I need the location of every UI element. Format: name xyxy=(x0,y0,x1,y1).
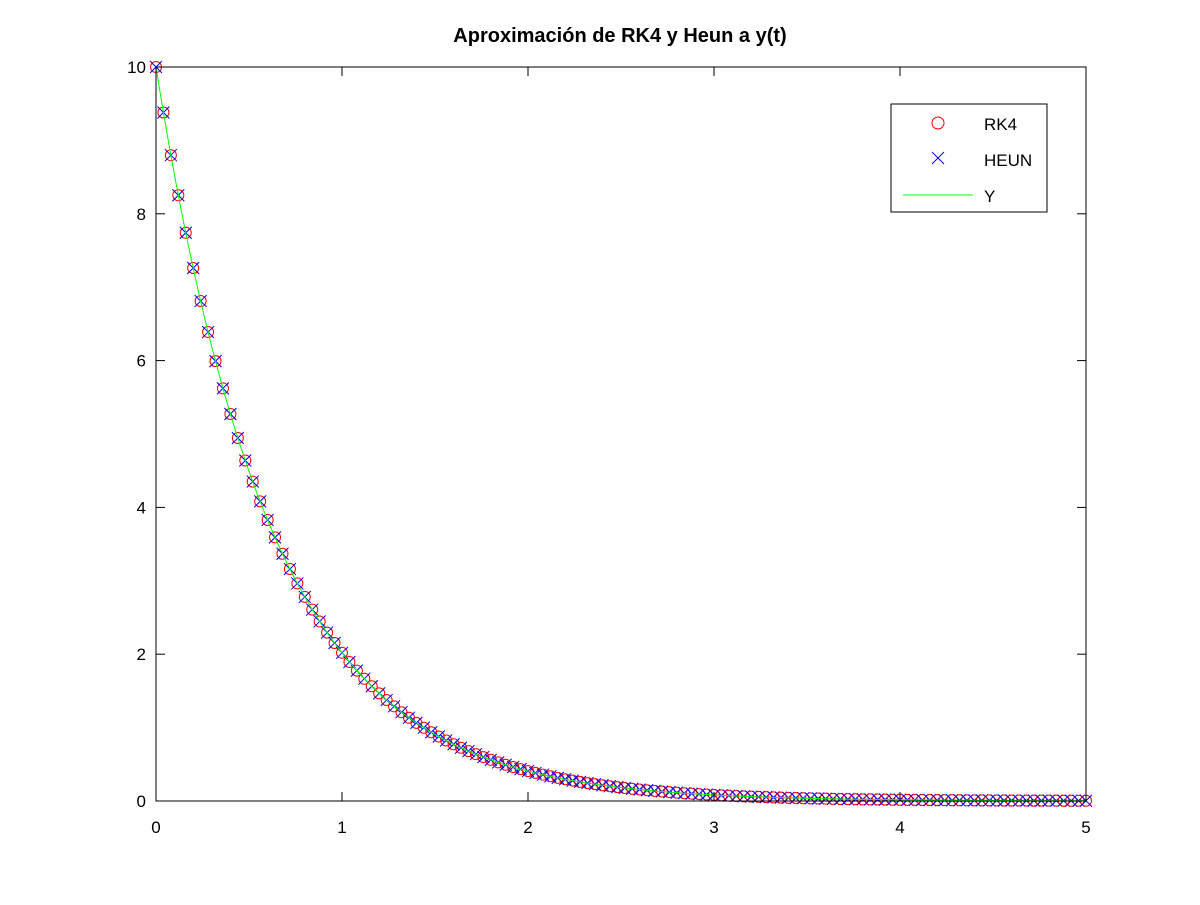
legend-y-label: Y xyxy=(984,187,995,206)
rk4-marker xyxy=(172,189,185,202)
y-tick-label: 8 xyxy=(137,205,146,224)
legend-rk4-marker xyxy=(931,116,945,130)
rk4-marker xyxy=(291,577,304,590)
rk4-marker xyxy=(626,782,639,795)
rk4-marker xyxy=(581,777,594,790)
rk4-marker xyxy=(187,262,200,275)
rk4-marker xyxy=(313,615,326,628)
rk4-marker xyxy=(269,531,282,544)
rk4-marker xyxy=(588,778,601,791)
y-tick-label: 6 xyxy=(137,352,146,371)
legend-box xyxy=(890,103,1048,213)
chart-title: Aproximación de RK4 y Heun a y(t) xyxy=(453,25,786,47)
rk4-marker xyxy=(432,730,445,743)
legend-heun-marker xyxy=(931,151,945,165)
y-tick-label: 0 xyxy=(137,792,146,811)
rk4-marker xyxy=(618,781,631,794)
x-tick-label: 4 xyxy=(895,818,904,837)
rk4-marker xyxy=(603,780,616,793)
x-tick-label: 3 xyxy=(709,818,718,837)
rk4-marker xyxy=(216,382,229,395)
y-tick-label: 10 xyxy=(127,58,146,77)
rk4-marker xyxy=(261,513,274,526)
rk4-marker xyxy=(298,590,311,603)
x-tick-label: 0 xyxy=(151,818,160,837)
y-exact-line xyxy=(155,66,1086,802)
x-tick-label: 2 xyxy=(523,818,532,837)
rk4-marker xyxy=(209,355,222,368)
rk4-marker xyxy=(462,745,475,758)
rk4-marker xyxy=(477,751,490,764)
rk4-marker xyxy=(246,475,259,488)
rk4-marker xyxy=(194,295,207,308)
rk4-marker xyxy=(380,694,393,707)
rk4-marker xyxy=(164,149,177,162)
rk4-marker xyxy=(179,226,192,239)
rk4-marker xyxy=(358,672,371,685)
x-tick-label: 1 xyxy=(337,818,346,837)
rk4-marker xyxy=(633,783,646,796)
legend-rk4-label: RK4 xyxy=(984,115,1017,134)
legend-heun-label: HEUN xyxy=(984,151,1032,170)
rk4-marker xyxy=(231,431,244,444)
rk4-marker xyxy=(321,626,334,639)
rk4-marker xyxy=(350,664,363,677)
rk4-marker xyxy=(596,779,609,792)
rk4-marker xyxy=(455,741,468,754)
axes-box xyxy=(155,66,1087,802)
rk4-marker xyxy=(283,563,296,576)
rk4-marker xyxy=(469,748,482,761)
line-layer xyxy=(155,66,1086,802)
y-axis: 0 2 4 6 8 10 xyxy=(127,58,1086,811)
rk4-marker xyxy=(611,781,624,794)
rk4-marker xyxy=(440,734,453,747)
legend: RK4 HEUN Y xyxy=(890,103,1048,213)
rk4-marker xyxy=(574,775,587,788)
rk4-marker xyxy=(157,106,170,119)
x-tick-label: 5 xyxy=(1081,818,1090,837)
rk4-marker xyxy=(336,646,348,659)
rk4-marker xyxy=(254,495,267,508)
y-tick-label: 4 xyxy=(137,498,146,517)
y-tick-label: 2 xyxy=(137,645,146,664)
rk4-marker xyxy=(276,547,289,560)
rk4-marker xyxy=(343,655,356,668)
rk4-marker xyxy=(447,738,460,751)
rk4-marker xyxy=(365,680,378,693)
rk4-marker xyxy=(306,603,319,616)
rk4-marker xyxy=(224,407,237,420)
rk4-marker xyxy=(417,721,430,734)
rk4-marker xyxy=(388,700,401,713)
rk4-marker xyxy=(328,637,341,650)
rk4-marker xyxy=(425,726,438,739)
x-axis: 0 1 2 3 4 5 xyxy=(151,67,1091,837)
rk4-marker xyxy=(373,687,386,700)
rk4-marker xyxy=(239,454,252,467)
rk4-marker xyxy=(202,326,215,339)
